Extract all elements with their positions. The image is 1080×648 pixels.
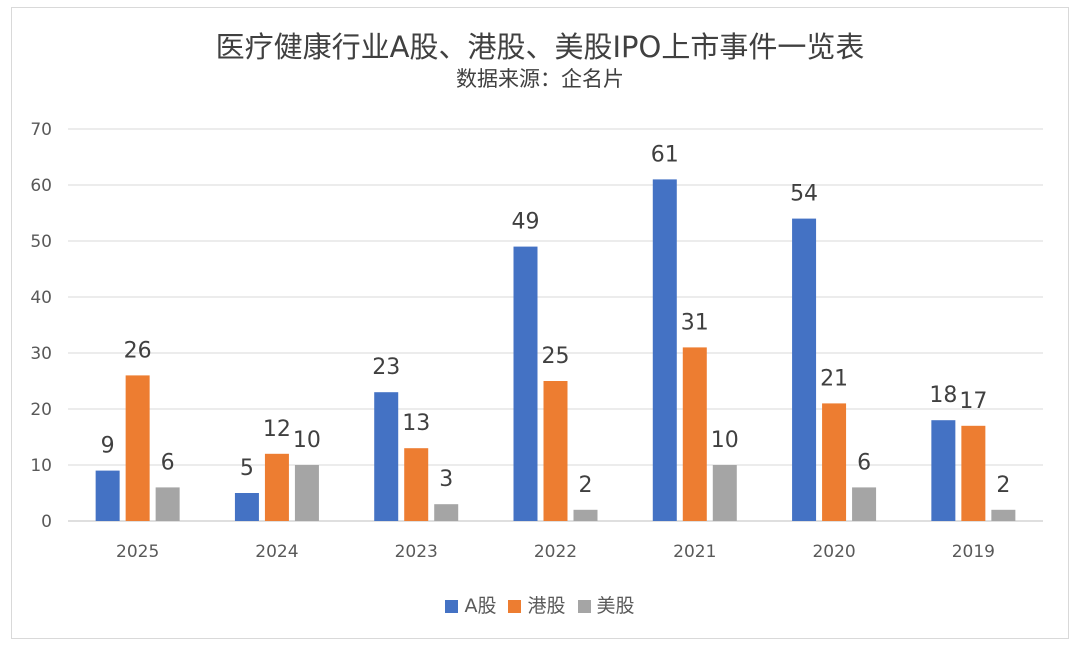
y-tick-label: 40: [30, 288, 52, 308]
legend-label: 港股: [527, 595, 566, 617]
data-label: 26: [124, 338, 152, 363]
x-tick-label: 2020: [812, 542, 855, 562]
bar: [712, 465, 737, 521]
data-label: 54: [790, 182, 818, 207]
legend-label: 美股: [596, 595, 635, 617]
data-label: 9: [101, 434, 115, 459]
chart-frame: [11, 7, 1069, 639]
data-label: 6: [857, 450, 871, 475]
data-label: 10: [293, 428, 321, 453]
x-tick-label: 2025: [116, 542, 159, 562]
bar: [264, 453, 289, 521]
data-label: 2: [579, 473, 593, 498]
data-label: 31: [681, 310, 709, 335]
data-label: 12: [263, 417, 291, 442]
data-label: 61: [651, 142, 679, 167]
bar: [543, 381, 568, 521]
bar: [931, 420, 956, 521]
y-tick-label: 50: [30, 232, 52, 252]
y-tick-label: 20: [30, 400, 52, 420]
data-label: 13: [402, 411, 430, 436]
bar: [573, 509, 598, 521]
bar: [404, 448, 429, 521]
bar: [682, 347, 707, 521]
legend-swatch: [577, 600, 591, 613]
bar: [434, 504, 459, 521]
x-tick-label: 2019: [952, 542, 995, 562]
legend-label: A股: [464, 595, 497, 617]
bar: [155, 487, 180, 521]
chart-subtitle: 数据来源：企名片: [456, 67, 624, 91]
x-tick-label: 2024: [255, 542, 298, 562]
y-tick-label: 30: [30, 344, 52, 364]
chart-title: 医疗健康行业A股、港股、美股IPO上市事件一览表: [215, 30, 865, 64]
data-label: 49: [512, 210, 540, 235]
data-label: 21: [820, 366, 848, 391]
y-tick-label: 70: [30, 120, 52, 140]
bar: [234, 493, 259, 521]
bar: [374, 392, 399, 521]
x-tick-label: 2022: [534, 542, 577, 562]
x-tick-label: 2023: [395, 542, 438, 562]
legend-swatch: [508, 600, 522, 613]
bar: [513, 246, 538, 521]
data-label: 5: [240, 456, 254, 481]
legend-item: A股: [445, 591, 496, 618]
x-tick-label: 2021: [673, 542, 716, 562]
y-tick-label: 10: [30, 456, 52, 476]
data-label: 25: [542, 344, 570, 369]
data-label: 23: [372, 355, 400, 380]
legend-swatch: [445, 600, 459, 613]
data-label: 3: [439, 467, 453, 492]
legend: A股 港股 美股: [0, 591, 1080, 618]
bar: [95, 470, 120, 521]
data-label: 10: [711, 428, 739, 453]
bar: [961, 425, 986, 521]
bar: [822, 403, 847, 521]
legend-item: 港股: [508, 591, 566, 618]
bar: [294, 465, 319, 521]
data-label: 2: [996, 473, 1010, 498]
bar: [792, 218, 817, 521]
bar: [125, 375, 150, 521]
bar: [991, 509, 1016, 521]
data-label: 17: [959, 389, 987, 414]
legend-item: 美股: [577, 591, 635, 618]
y-tick-label: 60: [30, 176, 52, 196]
data-label: 6: [161, 450, 175, 475]
bar: [652, 179, 677, 521]
bar: [852, 487, 877, 521]
y-tick-label: 0: [41, 512, 52, 532]
data-label: 18: [929, 383, 957, 408]
